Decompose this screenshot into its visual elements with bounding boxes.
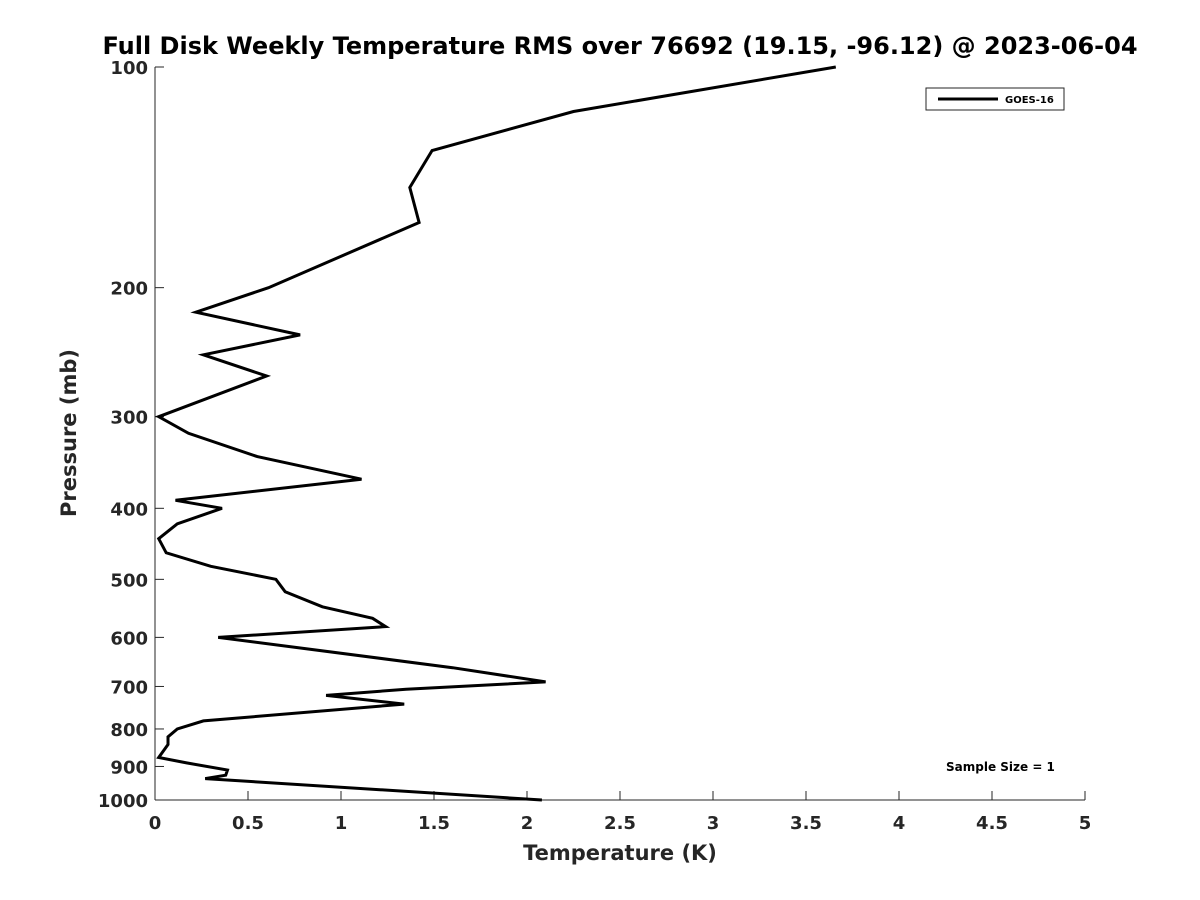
x-axis-label: Temperature (K) <box>523 841 717 865</box>
y-tick-label: 900 <box>110 757 148 778</box>
x-tick-label: 2 <box>521 813 534 834</box>
y-tick-label: 200 <box>110 279 148 300</box>
series-line-goes-16 <box>155 65 837 802</box>
y-tick-label: 800 <box>110 720 148 741</box>
x-tick-label: 3 <box>707 813 720 834</box>
y-ticks: 100 200 300 400 500 600 700 800 900 1000 <box>98 58 164 812</box>
x-tick-label: 1.5 <box>418 813 450 834</box>
x-ticks: 0 0.5 1 1.5 2 2.5 3 3.5 4 4.5 5 <box>149 791 1092 834</box>
x-tick-label: 0 <box>149 813 162 834</box>
legend: GOES-16 <box>925 87 1065 111</box>
sample-size-annotation: Sample Size = 1 <box>946 760 1055 774</box>
x-tick-label: 4.5 <box>976 813 1008 834</box>
x-tick-label: 3.5 <box>790 813 822 834</box>
y-tick-label: 600 <box>110 628 148 649</box>
y-axis-label: Pressure (mb) <box>57 349 81 517</box>
x-tick-label: 4 <box>893 813 906 834</box>
y-tick-label: 700 <box>110 677 148 698</box>
x-tick-label: 0.5 <box>232 813 264 834</box>
x-tick-label: 2.5 <box>604 813 636 834</box>
y-tick-label: 500 <box>110 570 148 591</box>
x-tick-label: 5 <box>1079 813 1092 834</box>
x-tick-label: 1 <box>335 813 348 834</box>
y-tick-label: 1000 <box>98 791 148 812</box>
y-tick-label: 300 <box>110 408 148 429</box>
series-layer <box>155 65 837 802</box>
chart-title: Full Disk Weekly Temperature RMS over 76… <box>102 32 1137 60</box>
legend-label-goes-16: GOES-16 <box>1005 95 1054 106</box>
y-tick-label: 400 <box>110 499 148 520</box>
y-tick-label: 100 <box>110 58 148 79</box>
